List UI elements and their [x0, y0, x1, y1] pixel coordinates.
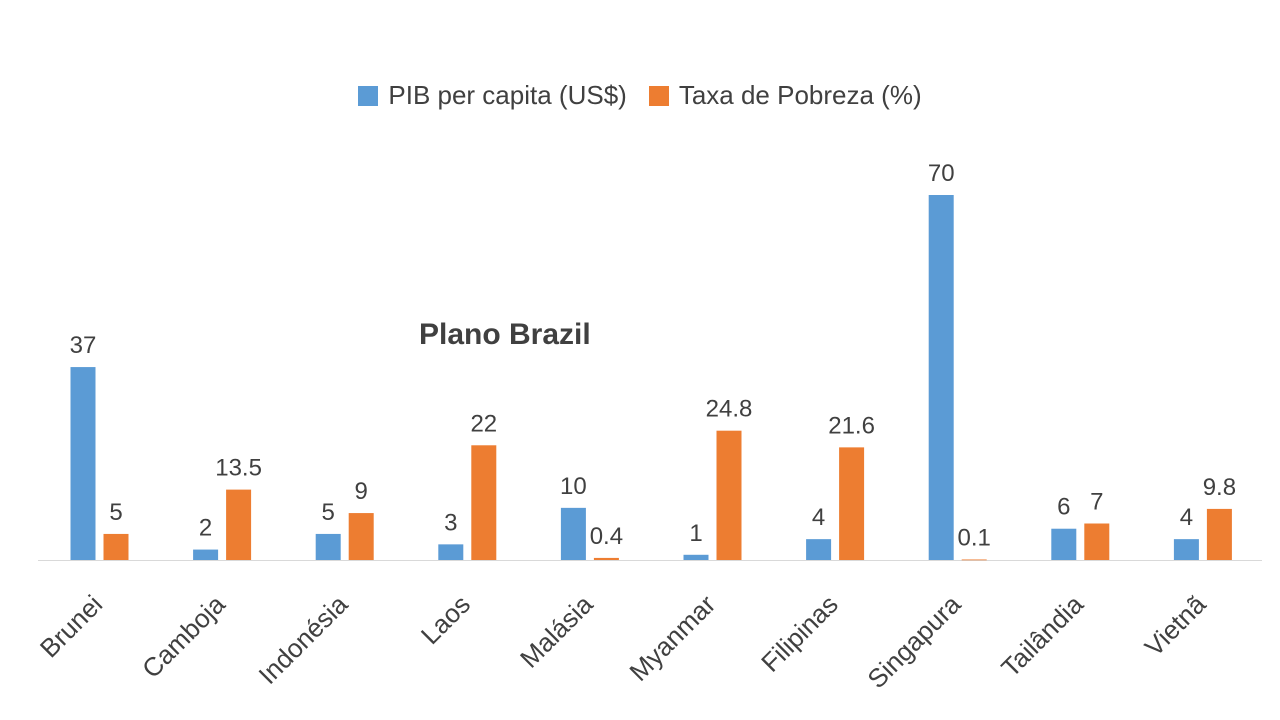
category-label: Camboja [136, 589, 231, 684]
category-label: Brunei [34, 589, 108, 663]
bar-pib [438, 544, 464, 560]
legend-item-pobreza: Taxa de Pobreza (%) [648, 80, 922, 111]
bar-pib [928, 195, 954, 560]
bar-pib [1173, 539, 1199, 560]
data-label-pobreza: 7 [1090, 489, 1103, 516]
category-label: Filipinas [755, 589, 844, 678]
data-label-pib: 1 [689, 520, 702, 547]
data-label-pib: 37 [70, 332, 97, 359]
data-label-pobreza: 9 [355, 478, 368, 505]
category-label: Vietnã [1139, 589, 1212, 662]
bar-pobreza [961, 559, 987, 561]
category-label: Laos [415, 589, 476, 650]
data-label-pib: 2 [199, 515, 212, 542]
category-label: Tailândia [995, 589, 1089, 683]
data-label-pobreza: 24.8 [706, 396, 753, 423]
data-label-pib: 3 [444, 509, 457, 536]
bar-pobreza [1206, 508, 1232, 560]
chart-legend: PIB per capita (US$) Taxa de Pobreza (%) [0, 80, 1280, 111]
bar-pib [70, 367, 96, 560]
bar-pobreza [103, 533, 129, 560]
data-label-pib: 70 [928, 160, 955, 187]
legend-item-pib: PIB per capita (US$) [358, 80, 627, 111]
bar-pobreza [593, 557, 619, 560]
data-label-pobreza: 0.1 [958, 524, 991, 551]
bar-pobreza [716, 430, 742, 560]
bar-pobreza [1084, 523, 1110, 560]
legend-swatch-pib [358, 85, 379, 106]
bar-pib [560, 507, 586, 560]
data-label-pib: 4 [812, 504, 825, 531]
data-label-pobreza: 22 [470, 410, 497, 437]
watermark-text: Plano Brazil [419, 318, 591, 351]
category-label: Malásia [514, 589, 599, 674]
data-label-pib: 6 [1057, 494, 1070, 521]
data-label-pobreza: 13.5 [215, 455, 262, 482]
bar-pib [683, 554, 709, 560]
bar-pobreza [471, 445, 497, 560]
category-label: Indonésia [252, 589, 353, 690]
category-label: Myanmar [623, 589, 721, 687]
legend-label-pib: PIB per capita (US$) [388, 80, 627, 110]
bar-pobreza [348, 513, 374, 560]
bar-pib [315, 533, 341, 560]
data-label-pobreza: 9.8 [1203, 474, 1236, 501]
bar-pib [806, 539, 832, 560]
legend-label-pobreza: Taxa de Pobreza (%) [678, 80, 922, 110]
bar-pib [1051, 528, 1077, 560]
bar-pib [193, 549, 219, 560]
data-label-pib: 5 [322, 499, 335, 526]
bar-pobreza [226, 489, 252, 560]
data-label-pobreza: 5 [109, 499, 122, 526]
data-label-pib: 4 [1180, 504, 1193, 531]
data-label-pib: 10 [560, 473, 587, 500]
data-label-pobreza: 0.4 [590, 523, 623, 550]
data-label-pobreza: 21.6 [828, 412, 875, 439]
legend-swatch-pobreza [648, 85, 669, 106]
category-label: Singapura [861, 589, 966, 694]
bar-pobreza [839, 447, 865, 560]
